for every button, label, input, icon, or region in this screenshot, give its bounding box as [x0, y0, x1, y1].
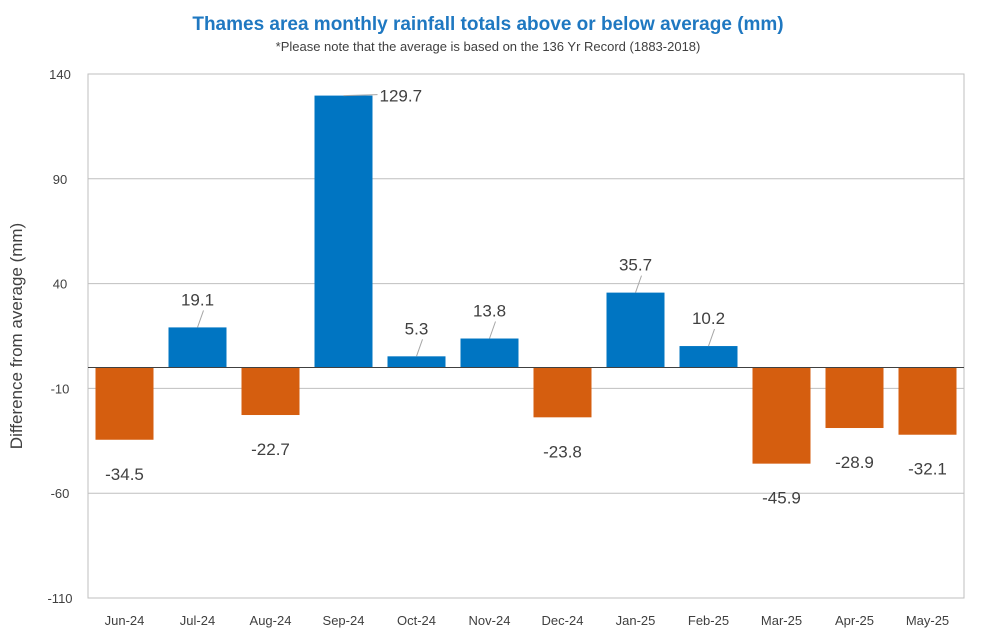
data-label: -32.1 — [908, 460, 947, 479]
bar — [460, 338, 519, 368]
bar — [825, 367, 884, 429]
x-tick-label: Jul-24 — [180, 613, 215, 628]
leader-line — [489, 321, 496, 339]
data-label: 129.7 — [380, 87, 423, 106]
y-axis-label: Difference from average (mm) — [7, 223, 26, 449]
data-label: -28.9 — [835, 453, 874, 472]
x-tick-label: Feb-25 — [688, 613, 729, 628]
x-tick-label: Dec-24 — [542, 613, 584, 628]
bar — [168, 327, 227, 368]
data-label: 5.3 — [405, 319, 429, 338]
chart-title: Thames area monthly rainfall totals abov… — [192, 14, 783, 35]
x-tick-label: Sep-24 — [323, 613, 365, 628]
y-tick-label: 140 — [49, 67, 71, 82]
bar — [752, 367, 811, 464]
x-tick-label: Jun-24 — [105, 613, 145, 628]
data-label: -23.8 — [543, 442, 582, 461]
axes: 140 90 40 -10 -60 -110 Jun-24 Jul-24 Aug-24 Sep-2… — [47, 67, 964, 628]
bar — [95, 367, 154, 440]
data-label: -34.5 — [105, 465, 144, 484]
x-tick-label: Nov-24 — [469, 613, 511, 628]
data-label: 19.1 — [181, 290, 214, 309]
leader-line — [343, 94, 378, 97]
leader-line — [197, 310, 204, 328]
bar — [898, 367, 957, 435]
leader-line — [635, 275, 642, 293]
y-tick-label: 40 — [53, 277, 67, 292]
leader-line — [708, 328, 715, 347]
data-label: 10.2 — [692, 309, 725, 328]
y-tick-label: -10 — [51, 381, 70, 396]
bars — [95, 95, 957, 464]
x-tick-label: Apr-25 — [835, 613, 874, 628]
data-label: -22.7 — [251, 440, 290, 459]
y-tick-label: 90 — [53, 172, 67, 187]
x-tick-label: Mar-25 — [761, 613, 802, 628]
x-tick-label: Aug-24 — [250, 613, 292, 628]
leader-line — [416, 339, 423, 357]
x-tick-label: Oct-24 — [397, 613, 436, 628]
bar — [387, 356, 446, 368]
data-labels: -34.5 19.1 -22.7 129.7 5.3 13.8 -23.8 35.7 10.2 -… — [105, 87, 947, 508]
x-tick-label: May-25 — [906, 613, 949, 628]
y-tick-label: -60 — [51, 486, 70, 501]
data-label: -45.9 — [762, 489, 801, 508]
x-tick-label: Jan-25 — [616, 613, 656, 628]
bar — [606, 292, 665, 368]
bar — [679, 346, 738, 368]
bar — [533, 367, 592, 418]
y-tick-label: -110 — [47, 591, 72, 606]
bar — [241, 367, 300, 416]
gridlines — [87, 73, 965, 599]
data-label: 35.7 — [619, 256, 652, 275]
data-label: 13.8 — [473, 302, 506, 321]
chart-subtitle: *Please note that the average is based o… — [276, 39, 701, 54]
bar — [314, 95, 373, 368]
